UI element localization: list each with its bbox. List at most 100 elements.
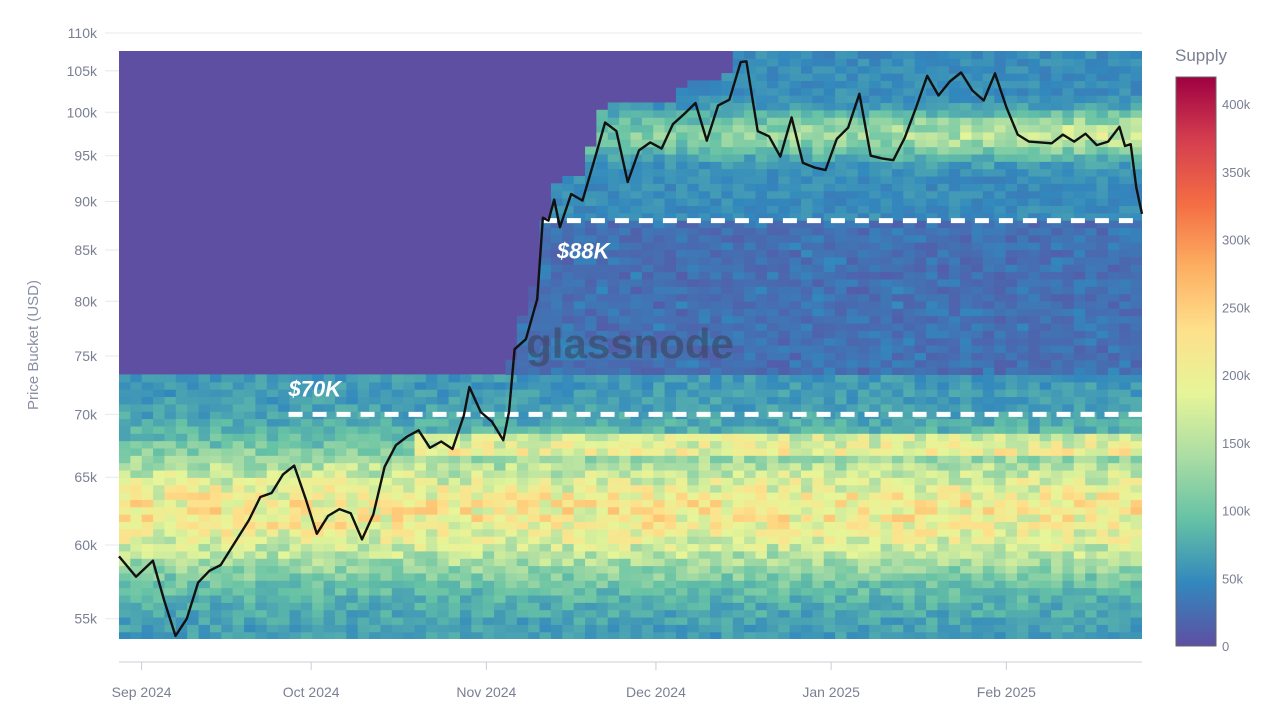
heatmap-cell (960, 514, 972, 522)
heatmap-cell (881, 426, 893, 434)
heatmap-cell (653, 433, 665, 441)
heatmap-cell (710, 264, 722, 272)
heatmap-cell (846, 602, 858, 610)
heatmap-cell (983, 279, 995, 287)
heatmap-cell (846, 227, 858, 235)
heatmap-cell (574, 470, 586, 478)
heatmap-cell (721, 404, 733, 412)
heatmap-cell (380, 382, 392, 390)
heatmap-cell (949, 117, 961, 125)
heatmap-cell (960, 176, 972, 184)
heatmap-cell (801, 264, 813, 272)
heatmap-cell (540, 198, 552, 206)
heatmap-cell (915, 543, 927, 551)
heatmap-cell (540, 286, 552, 294)
heatmap-cell (142, 411, 154, 419)
heatmap-cell (335, 477, 347, 485)
heatmap-cell (994, 389, 1006, 397)
heatmap-cell (1006, 279, 1018, 287)
heatmap-cell (665, 566, 677, 574)
heatmap-cell (1062, 242, 1074, 250)
heatmap-cell (608, 191, 620, 199)
heatmap-cell (1051, 73, 1063, 81)
heatmap-cell (824, 507, 836, 515)
heatmap-cell (790, 58, 802, 66)
heatmap-cell (608, 264, 620, 272)
heatmap-cell (426, 485, 438, 493)
heatmap-cell (619, 191, 631, 199)
heatmap-cell (881, 257, 893, 265)
heatmap-cell (540, 272, 552, 280)
heatmap-cell (1062, 543, 1074, 551)
heatmap-cell (392, 529, 404, 537)
heatmap-cell (846, 316, 858, 324)
heatmap-cell (403, 573, 415, 581)
heatmap-cell (130, 419, 142, 427)
heatmap-cell (721, 272, 733, 280)
heatmap-cell (858, 147, 870, 155)
heatmap-cell (892, 257, 904, 265)
heatmap-cell (608, 455, 620, 463)
heatmap-cell (244, 580, 256, 588)
heatmap-cell (744, 419, 756, 427)
heatmap-cell (631, 389, 643, 397)
heatmap-cell (687, 602, 699, 610)
heatmap-cell (665, 374, 677, 382)
heatmap-cell (596, 558, 608, 566)
heatmap-cell (846, 551, 858, 559)
heatmap-cell (301, 588, 313, 596)
heatmap-cell (869, 595, 881, 603)
heatmap-cell (437, 566, 449, 574)
heatmap-cell (869, 66, 881, 74)
heatmap-cell (471, 419, 483, 427)
heatmap-cell (449, 536, 461, 544)
heatmap-cell (926, 492, 938, 500)
heatmap-cell (494, 441, 506, 449)
heatmap-cell (221, 396, 233, 404)
heatmap-cell (267, 404, 279, 412)
heatmap-cell (653, 507, 665, 515)
heatmap-cell (972, 183, 984, 191)
heatmap-cell (380, 389, 392, 397)
heatmap-cell (187, 477, 199, 485)
heatmap-cell (733, 617, 745, 625)
heatmap-cell (892, 573, 904, 581)
heatmap-cell (164, 463, 176, 471)
heatmap-cell (960, 624, 972, 632)
heatmap-cell (642, 102, 654, 110)
heatmap-cell (983, 573, 995, 581)
heatmap-cell (471, 543, 483, 551)
heatmap-cell (983, 396, 995, 404)
heatmap-cell (846, 374, 858, 382)
heatmap-cell (699, 198, 711, 206)
heatmap-cell (528, 536, 540, 544)
heatmap-cell (676, 558, 688, 566)
heatmap-cell (551, 617, 563, 625)
heatmap-cell (1062, 102, 1074, 110)
heatmap-cell (994, 58, 1006, 66)
heatmap-cell (699, 632, 711, 640)
heatmap-cell (619, 588, 631, 596)
heatmap-cell (676, 154, 688, 162)
heatmap-cell (926, 147, 938, 155)
heatmap-cell (824, 536, 836, 544)
heatmap-cell (551, 470, 563, 478)
heatmap-cell (176, 463, 188, 471)
heatmap-cell (233, 514, 245, 522)
heatmap-cell (221, 521, 233, 529)
heatmap-cell (1006, 573, 1018, 581)
heatmap-cell (403, 374, 415, 382)
heatmap-cell (903, 191, 915, 199)
heatmap-cell (983, 242, 995, 250)
heatmap-cell (846, 595, 858, 603)
heatmap-cell (1040, 382, 1052, 390)
heatmap-cell (778, 433, 790, 441)
heatmap-cell (517, 411, 529, 419)
heatmap-cell (1017, 404, 1029, 412)
heatmap-cell (517, 485, 529, 493)
heatmap-cell (835, 169, 847, 177)
heatmap-cell (949, 102, 961, 110)
heatmap-cell (176, 521, 188, 529)
heatmap-cell (915, 426, 927, 434)
heatmap-cell (415, 558, 427, 566)
